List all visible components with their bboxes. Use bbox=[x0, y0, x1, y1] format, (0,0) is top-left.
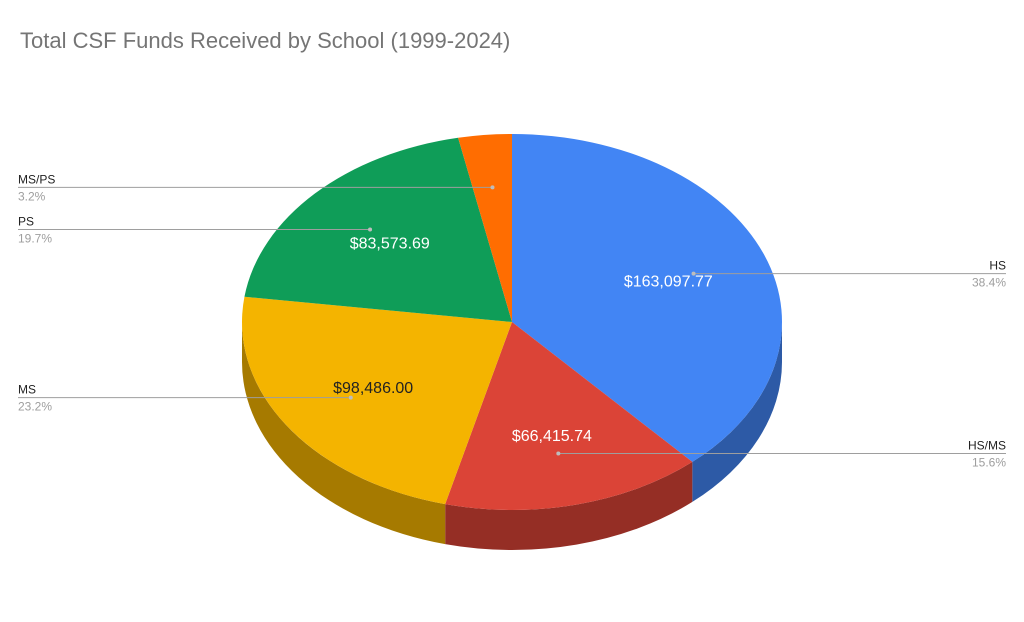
pie-slice-ms-ps bbox=[458, 134, 512, 322]
legend-name-ms-ps: MS/PS bbox=[18, 172, 55, 186]
pie-slice-hs-ms bbox=[445, 322, 693, 510]
value-label-ms: $98,486.00 bbox=[333, 380, 413, 397]
pie-side-ms bbox=[242, 322, 446, 545]
legend-percent-ms: 23.2% bbox=[18, 400, 52, 414]
pie-slice-ms bbox=[241, 296, 512, 505]
legend-percent-ps: 19.7% bbox=[18, 232, 52, 246]
legend-name-hs: HS bbox=[989, 259, 1006, 273]
legend-percent-hs: 38.4% bbox=[972, 276, 1006, 290]
pie-side-hs-ms bbox=[445, 461, 693, 550]
value-label-hs: $163,097.77 bbox=[624, 273, 713, 290]
pie-side-hs bbox=[692, 322, 782, 502]
legend-name-ps: PS bbox=[18, 215, 34, 229]
value-label-hs-ms: $66,415.74 bbox=[512, 428, 592, 445]
leader-dot-ps bbox=[368, 227, 373, 232]
chart-title: Total CSF Funds Received by School (1999… bbox=[20, 28, 510, 53]
value-label-ps: $83,573.69 bbox=[350, 235, 430, 252]
leader-dot-ms-ps bbox=[490, 185, 495, 190]
legend-percent-hs-ms: 15.6% bbox=[972, 455, 1006, 469]
legend-name-ms: MS bbox=[18, 383, 36, 397]
leader-dot-hs-ms bbox=[556, 451, 561, 456]
legend-name-hs-ms: HS/MS bbox=[968, 438, 1006, 452]
legend-percent-ms-ps: 3.2% bbox=[18, 189, 46, 203]
leader-dot-ms bbox=[348, 395, 353, 400]
pie-slice-ps bbox=[244, 137, 513, 322]
pie-slice-hs bbox=[512, 134, 783, 462]
leader-dot-hs bbox=[691, 271, 696, 276]
